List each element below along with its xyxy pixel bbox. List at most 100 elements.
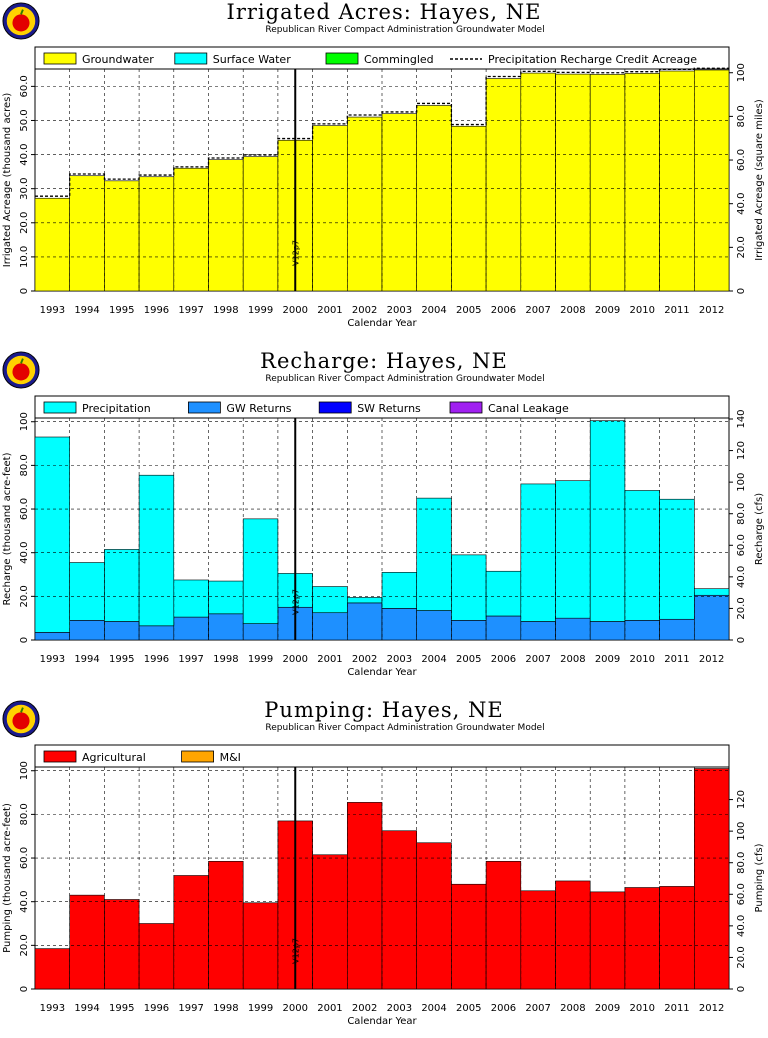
bar <box>416 105 452 292</box>
x-tick-label: 1995 <box>109 1003 134 1014</box>
bar <box>69 620 105 641</box>
x-tick-label: 2007 <box>525 654 550 665</box>
pumping-chart: V12p7 0 20.0 40.0 60.0 80.0 100 0 20.0 40.0 60.0 80… <box>2 744 765 1027</box>
x-tick-label: 1997 <box>178 1003 203 1014</box>
y2-tick-label: 100 <box>736 63 747 82</box>
legend-label: M&I <box>220 751 241 764</box>
y2-tick-label: 20.0 <box>736 236 747 258</box>
y2-tick-label: 0 <box>736 288 747 294</box>
x-tick-label: 1996 <box>144 654 169 665</box>
bar <box>346 597 383 604</box>
x-tick-label: 2001 <box>317 305 342 316</box>
x-tick-label: 2006 <box>491 305 516 316</box>
legend-swatch <box>318 401 352 414</box>
x-tick-label: 1999 <box>248 654 273 665</box>
y2-tick-label: 100 <box>736 822 747 841</box>
y-tick-label: 40.0 <box>19 891 30 913</box>
y2-tick-label: 20.0 <box>736 946 747 968</box>
legend-label: Groundwater <box>82 53 154 66</box>
overlay-line <box>35 67 729 197</box>
x-tick-label: 2008 <box>560 305 585 316</box>
x-tick-label: 1994 <box>74 1003 99 1014</box>
bar <box>312 854 348 990</box>
y-axis-title: Irrigated Acreage (thousand acres) <box>2 93 13 268</box>
y2-tick-label: 0 <box>736 986 747 992</box>
legend-label: Agricultural <box>82 751 146 764</box>
x-tick-label: 2006 <box>491 1003 516 1014</box>
y2-axis-title: Irrigated Acreage (square miles) <box>754 99 765 261</box>
bar <box>624 73 660 292</box>
bar <box>242 518 279 624</box>
bar <box>624 887 660 990</box>
y2-tick-label: 140 <box>736 409 747 428</box>
bar <box>555 880 591 990</box>
y-tick-label: 40.0 <box>19 143 30 165</box>
bar <box>242 623 279 641</box>
bar <box>520 621 556 641</box>
legend-label: Precipitation Recharge Credit Acreage <box>488 53 697 66</box>
x-tick-label: 2000 <box>283 654 308 665</box>
x-tick-label: 2004 <box>421 305 446 316</box>
y-axis-title: Recharge (thousand acre-feet) <box>2 452 13 605</box>
bar <box>693 69 730 292</box>
y-tick-label: 0 <box>19 986 30 992</box>
x-tick-label: 2000 <box>283 305 308 316</box>
bar <box>659 70 695 292</box>
y2-tick-label: 20.0 <box>736 597 747 619</box>
bar <box>173 616 209 641</box>
y-tick-label: 60.0 <box>19 75 30 97</box>
x-tick-label: 1996 <box>144 305 169 316</box>
x-tick-label: 2002 <box>352 305 377 316</box>
legend-label: GW Returns <box>226 402 291 415</box>
bar <box>555 617 591 641</box>
bar <box>416 497 452 611</box>
legend-swatch <box>449 401 483 414</box>
bar <box>381 572 418 609</box>
x-tick-label: 1998 <box>213 1003 238 1014</box>
y2-tick-label: 40.0 <box>736 193 747 215</box>
legend-label: Canal Leakage <box>488 402 569 415</box>
bar <box>104 180 140 292</box>
y2-tick-label: 80.0 <box>736 852 747 874</box>
version-marker-label: V12p7 <box>291 240 300 266</box>
y-tick-label: 10.0 <box>19 246 30 268</box>
bar <box>104 549 140 622</box>
x-tick-label: 2012 <box>699 305 724 316</box>
x-tick-label: 1993 <box>40 305 65 316</box>
bar <box>104 621 140 641</box>
chart-subtitle: Republican River Compact Administration … <box>265 25 545 35</box>
y-tick-label: 30.0 <box>19 178 30 200</box>
bar <box>451 554 487 621</box>
bar <box>138 923 175 990</box>
bar <box>312 586 348 614</box>
x-tick-label: 1995 <box>109 305 134 316</box>
legend-swatch <box>43 52 77 65</box>
y2-tick-label: 40.0 <box>736 915 747 937</box>
y-tick-label: 20.0 <box>19 585 30 607</box>
bar <box>624 620 660 641</box>
y-tick-label: 0 <box>19 637 30 643</box>
x-tick-label: 2003 <box>387 305 412 316</box>
x-tick-label: 2010 <box>630 1003 655 1014</box>
bar <box>173 167 209 292</box>
x-axis-title: Calendar Year <box>347 667 417 678</box>
bar <box>451 883 487 990</box>
legend-swatch <box>174 52 208 65</box>
x-tick-label: 2007 <box>525 305 550 316</box>
bar <box>34 197 71 292</box>
bar <box>34 632 71 641</box>
bar <box>451 620 487 641</box>
bar <box>138 176 175 292</box>
version-marker-label: V12p7 <box>291 938 300 964</box>
bar <box>312 612 348 641</box>
y2-tick-label: 120 <box>736 790 747 809</box>
bar <box>659 498 695 620</box>
y-tick-label: 80.0 <box>19 803 30 825</box>
x-tick-label: 2011 <box>664 305 689 316</box>
x-tick-label: 2009 <box>595 654 620 665</box>
x-tick-label: 2005 <box>456 654 481 665</box>
legend-label: Surface Water <box>213 53 291 66</box>
y2-tick-label: 40.0 <box>736 566 747 588</box>
x-tick-label: 2005 <box>456 305 481 316</box>
bar <box>693 588 730 596</box>
